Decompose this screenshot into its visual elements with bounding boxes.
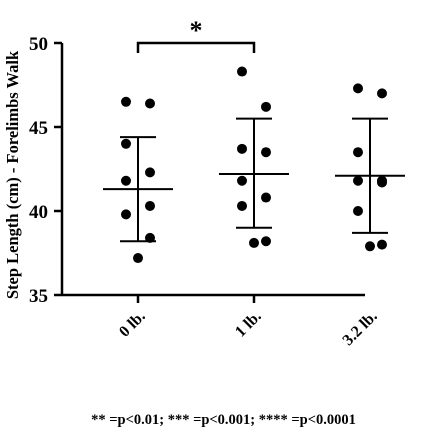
x-axis: 0 lb. 1 lb. 3.2 lb.: [62, 293, 381, 349]
x-tick-label: 3.2 lb.: [340, 308, 381, 349]
data-point: [377, 239, 387, 250]
data-point: [261, 192, 271, 203]
significance-footnote: ** =p<0.01; *** =p<0.001; **** =p<0.0001: [91, 412, 356, 428]
data-point: [261, 236, 271, 247]
data-point: [377, 88, 387, 99]
data-point: [249, 237, 259, 248]
data-point: [145, 167, 155, 178]
y-tick-label: 45: [29, 118, 48, 139]
data-point: [365, 241, 375, 252]
data-point: [353, 206, 363, 216]
data-point: [237, 200, 247, 211]
data-point: [121, 96, 131, 107]
data-point: [133, 253, 143, 264]
x-tick-label: 0 lb.: [116, 308, 149, 341]
data-point: [377, 177, 387, 188]
data-point: [121, 209, 131, 220]
data-point: [353, 175, 363, 186]
data-point: [353, 147, 363, 158]
data-point: [145, 98, 155, 109]
sd-bars: [103, 117, 405, 243]
data-point: [261, 101, 271, 112]
y-tick-label: 40: [29, 202, 48, 223]
data-point: [237, 143, 247, 154]
y-tick-label: 50: [29, 34, 48, 55]
y-axis: 35 40 45 50: [29, 34, 64, 307]
data-point: [237, 175, 247, 186]
data-point: [145, 200, 155, 211]
data-point: [121, 175, 131, 186]
y-tick-label: 35: [29, 286, 48, 307]
significance-label: *: [190, 16, 203, 45]
significance-bracket-line: [136, 41, 256, 53]
y-axis-label: Step Length (cm) - Forelimbs Walk: [3, 50, 22, 299]
data-point: [145, 232, 155, 243]
significance-bracket: *: [136, 16, 256, 53]
data-point: [353, 83, 363, 94]
data-points: [121, 66, 387, 264]
data-point: [237, 66, 247, 77]
data-point: [121, 138, 131, 149]
x-tick-label: 1 lb.: [232, 308, 265, 341]
data-point: [261, 147, 271, 158]
